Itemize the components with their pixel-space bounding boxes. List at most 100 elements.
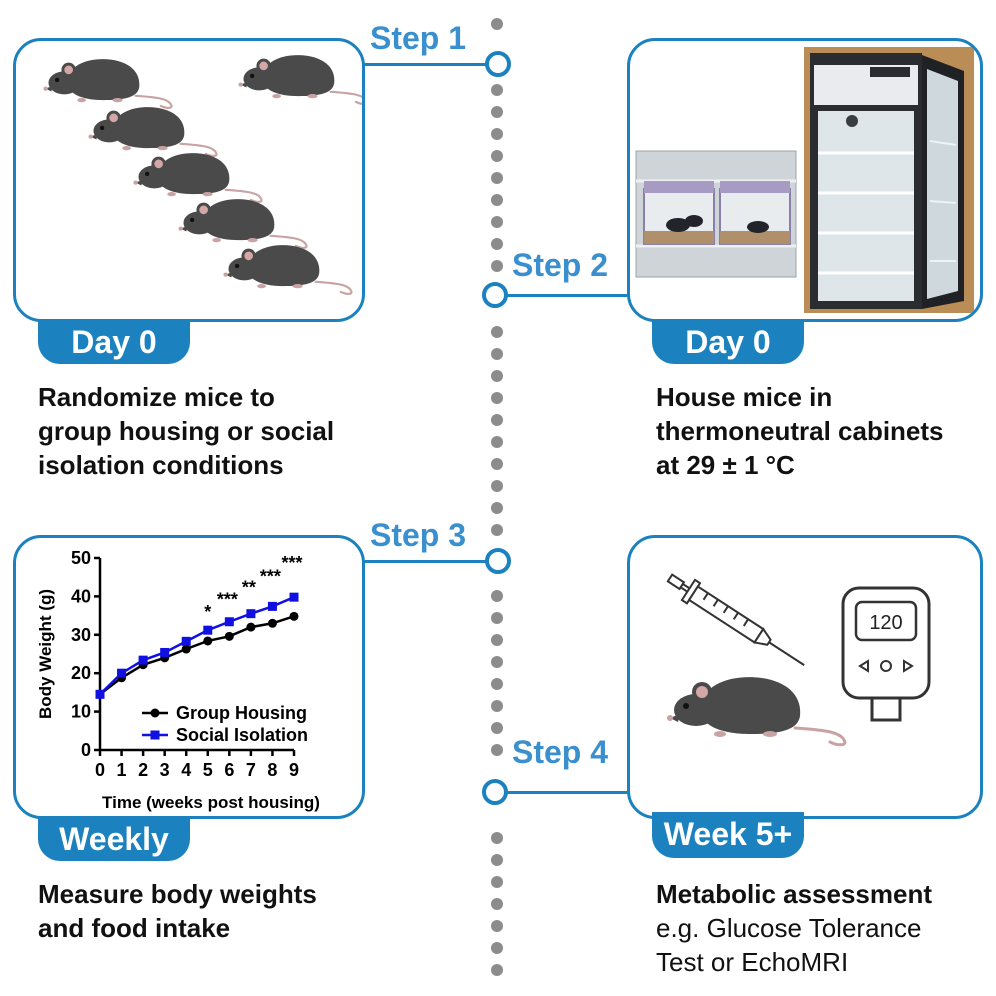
timeline-dot <box>491 238 503 250</box>
step-4-description: Metabolic assessment e.g. Glucose Tolera… <box>656 877 986 979</box>
timeline-dot <box>491 150 503 162</box>
step-3-tag: Weekly <box>38 817 190 861</box>
step-1-node <box>485 51 511 77</box>
timeline-dot <box>491 678 503 690</box>
step-2-connector <box>497 294 629 297</box>
step-3-desc-line: Measure body weights <box>38 879 317 909</box>
data-point <box>203 625 213 635</box>
timeline-dot <box>491 524 503 536</box>
x-tick-label: 0 <box>95 760 105 780</box>
significance-label: ** <box>242 578 256 598</box>
data-point <box>138 655 148 665</box>
mice-group-illustration <box>43 55 362 295</box>
mouse-icon <box>178 199 308 249</box>
step-3-connector <box>362 560 488 563</box>
data-point <box>267 618 277 628</box>
timeline-dot <box>491 458 503 470</box>
y-tick-label: 20 <box>71 663 91 683</box>
step-2-desc-line: House mice in <box>656 382 833 412</box>
x-tick-label: 5 <box>203 760 213 780</box>
timeline-dot <box>491 260 503 272</box>
y-tick-label: 10 <box>71 702 91 722</box>
x-tick-label: 7 <box>246 760 256 780</box>
step-1-desc-line: isolation conditions <box>38 450 284 480</box>
step-4-desc-line: e.g. Glucose Tolerance <box>656 913 922 943</box>
timeline-dot <box>491 964 503 976</box>
x-tick-label: 6 <box>224 760 234 780</box>
step-3-description: Measure body weights and food intake <box>38 877 438 945</box>
step-4-connector <box>497 791 629 794</box>
timeline-dot <box>491 436 503 448</box>
data-point <box>246 622 256 632</box>
legend-label: Group Housing <box>176 703 307 723</box>
x-tick-label: 4 <box>181 760 191 780</box>
glucometer-icon: 120 <box>841 586 931 722</box>
step-1-connector <box>362 63 488 66</box>
significance-label: *** <box>260 566 281 586</box>
y-tick-label: 0 <box>81 740 91 760</box>
thermoneutral-cabinet-photo <box>635 47 974 313</box>
data-point <box>181 636 191 646</box>
timeline-dot <box>491 700 503 712</box>
cabinet-photo <box>804 47 974 313</box>
timeline-dot <box>491 942 503 954</box>
cages-photo <box>635 150 797 278</box>
significance-label: *** <box>217 590 238 610</box>
timeline-dot <box>491 590 503 602</box>
timeline-dot <box>491 744 503 756</box>
step-2-description: House mice in thermoneutral cabinets at … <box>656 380 986 482</box>
mouse-icon <box>667 677 847 747</box>
data-point <box>289 611 299 621</box>
y-tick-label: 40 <box>71 586 91 606</box>
timeline-dot <box>491 502 503 514</box>
timeline-dot <box>491 612 503 624</box>
legend-label: Social Isolation <box>176 725 308 745</box>
legend-marker <box>150 730 160 740</box>
series-line <box>99 596 295 696</box>
step-2-node <box>482 282 508 308</box>
glucometer-reading: 120 <box>869 612 902 634</box>
data-point <box>289 592 299 602</box>
data-point <box>160 647 170 657</box>
timeline-dot <box>491 348 503 360</box>
step-4-tag: Week 5+ <box>652 812 804 858</box>
data-point <box>95 689 105 699</box>
timeline-dot <box>491 656 503 668</box>
step-4-desc-line: Metabolic assessment <box>656 879 933 909</box>
step-2-label: Step 2 <box>512 247 609 283</box>
step-1-tag: Day 0 <box>38 320 190 364</box>
x-tick-label: 3 <box>160 760 170 780</box>
step-3-node <box>485 548 511 574</box>
step-1-description: Randomize mice to group housing or socia… <box>38 380 438 482</box>
legend-marker <box>150 708 160 718</box>
data-point <box>224 617 234 627</box>
mouse-icon <box>88 107 218 157</box>
mouse-icon <box>133 153 263 203</box>
series-line <box>99 615 295 696</box>
timeline-dot <box>491 106 503 118</box>
data-point <box>246 609 256 619</box>
step-2-panel <box>627 38 983 322</box>
x-axis-label: Time (weeks post housing) <box>102 793 320 812</box>
step-3-desc-line: and food intake <box>38 913 231 943</box>
data-point <box>117 668 127 678</box>
step-2-desc-line: thermoneutral cabinets <box>656 416 944 446</box>
timeline-dot <box>491 832 503 844</box>
timeline-dot <box>491 84 503 96</box>
y-tick-label: 50 <box>71 548 91 568</box>
data-point <box>181 644 191 654</box>
timeline-dot <box>491 480 503 492</box>
timeline-dot <box>491 920 503 932</box>
step-2-tag: Day 0 <box>652 320 804 364</box>
step-4-label: Step 4 <box>512 734 609 770</box>
timeline-dot <box>491 128 503 140</box>
step-3-panel: 0 10 20 30 40 50 0 1 2 3 4 5 6 7 8 9 Time (weeks post ho… <box>13 535 365 819</box>
step-4-panel: 120 <box>627 535 983 819</box>
step-4-node <box>482 779 508 805</box>
mouse-icon <box>223 245 353 295</box>
x-tick-label: 1 <box>117 760 127 780</box>
step-3-label: Step 3 <box>370 517 467 553</box>
metabolic-assessment-illustration: 120 <box>666 573 931 747</box>
timeline-dot <box>491 898 503 910</box>
y-axis-label: Body Weight (g) <box>36 589 55 719</box>
